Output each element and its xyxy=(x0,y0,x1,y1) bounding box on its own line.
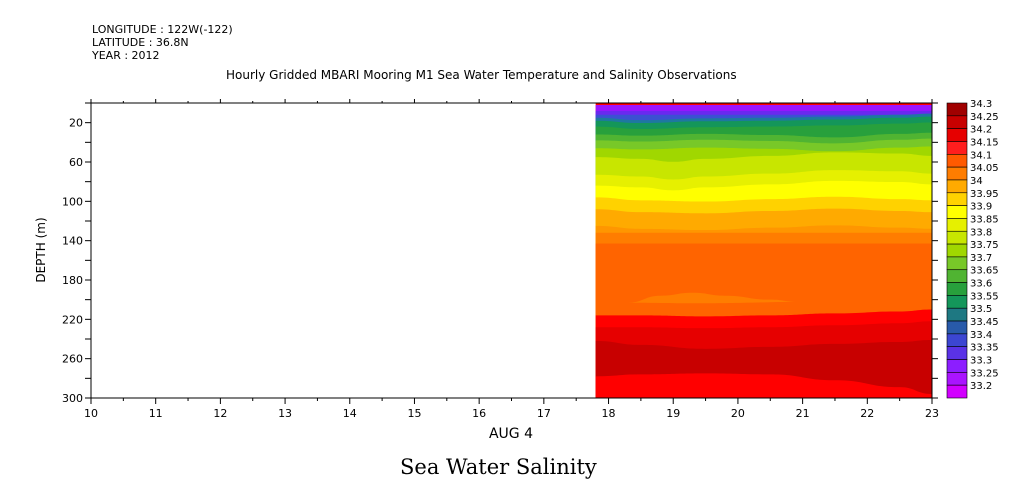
colorbar-cell xyxy=(946,179,968,194)
colorbar-label: 33.95 xyxy=(970,189,999,200)
colorbar-label: 33.6 xyxy=(970,279,992,290)
colorbar-cell xyxy=(946,307,968,322)
colorbar-label: 33.75 xyxy=(970,240,999,251)
colorbar-cell xyxy=(946,282,968,296)
colorbar-label: 33.5 xyxy=(970,304,992,315)
header-block: LONGITUDE : 122W(-122) LATITUDE : 36.8N … xyxy=(92,23,233,62)
colorbar-cell xyxy=(946,141,968,155)
salinity-band xyxy=(595,373,932,398)
colorbar-label: 34.3 xyxy=(970,99,992,110)
colorbar-cell xyxy=(946,346,968,360)
x-tick-label: 23 xyxy=(925,407,939,420)
colorbar-cell xyxy=(946,372,968,386)
colorbar-label: 33.2 xyxy=(970,381,992,392)
colorbar-label: 33.25 xyxy=(970,368,999,379)
colorbar-label: 33.85 xyxy=(970,214,999,225)
y-tick-label: 300 xyxy=(62,392,83,405)
longitude-label: LONGITUDE : 122W(-122) xyxy=(92,23,233,36)
salinity-lens xyxy=(627,292,797,304)
colorbar-cell xyxy=(946,320,968,335)
x-axis-label: AUG 4 xyxy=(489,426,533,442)
colorbar-cell xyxy=(946,359,968,373)
colorbar-label: 34.05 xyxy=(970,163,999,174)
colorbar-label: 33.8 xyxy=(970,227,992,238)
colorbar-cell xyxy=(946,333,968,347)
bottom-title: Sea Water Salinity xyxy=(400,455,597,479)
y-axis-label: DEPTH (m) xyxy=(34,217,48,282)
chart-title: Hourly Gridded MBARI Mooring M1 Sea Wate… xyxy=(226,68,737,82)
colorbar-cell xyxy=(946,384,968,399)
x-tick-label: 21 xyxy=(796,407,810,420)
x-tick-label: 22 xyxy=(860,407,874,420)
colorbar-cell xyxy=(946,166,968,181)
x-tick-label: 11 xyxy=(149,407,163,420)
colorbar-cell xyxy=(946,205,968,219)
colorbar-label: 33.65 xyxy=(970,266,999,277)
x-tick-label: 10 xyxy=(84,407,98,420)
colorbar-cell xyxy=(946,269,968,283)
year-label: YEAR : 2012 xyxy=(92,49,160,62)
y-tick-label: 220 xyxy=(62,313,83,326)
colorbar-label: 34.1 xyxy=(970,150,992,161)
latitude-label: LATITUDE : 36.8N xyxy=(92,36,189,49)
x-tick-label: 13 xyxy=(278,407,292,420)
colorbar-cell xyxy=(946,243,968,258)
y-tick-label: 260 xyxy=(62,353,83,366)
colorbar-label: 34.25 xyxy=(970,112,999,123)
colorbar: 34.334.2534.234.1534.134.053433.9533.933… xyxy=(946,99,999,399)
x-tick-label: 18 xyxy=(602,407,616,420)
colorbar-cell xyxy=(946,115,968,129)
colorbar-label: 33.45 xyxy=(970,317,999,328)
x-tick-label: 19 xyxy=(666,407,680,420)
colorbar-label: 33.55 xyxy=(970,291,999,302)
colorbar-label: 34 xyxy=(970,176,983,187)
colorbar-cell xyxy=(946,154,968,168)
x-tick-label: 12 xyxy=(213,407,227,420)
y-tick-label: 140 xyxy=(62,235,83,248)
colorbar-label: 33.4 xyxy=(970,330,992,341)
y-tick-label: 20 xyxy=(69,117,83,130)
y-tick-label: 180 xyxy=(62,274,83,287)
colorbar-label: 33.3 xyxy=(970,356,992,367)
colorbar-cell xyxy=(946,230,968,245)
colorbar-cell xyxy=(946,102,968,117)
x-tick-label: 14 xyxy=(343,407,357,420)
colorbar-label: 34.2 xyxy=(970,125,992,136)
x-tick-label: 15 xyxy=(407,407,421,420)
colorbar-label: 33.35 xyxy=(970,343,999,354)
colorbar-cell xyxy=(946,218,968,232)
colorbar-cell xyxy=(946,295,968,309)
colorbar-label: 33.9 xyxy=(970,202,992,213)
x-tick-label: 20 xyxy=(731,407,745,420)
colorbar-label: 33.7 xyxy=(970,253,992,264)
salinity-field xyxy=(595,103,932,398)
y-tick-label: 100 xyxy=(62,195,83,208)
colorbar-cell xyxy=(946,128,968,142)
plot-axes: 10 11 12 13 14 15 16 17 18 19 20 21 22 23 20 60 100 140 18… xyxy=(34,99,939,442)
x-tick-label: 16 xyxy=(472,407,486,420)
x-tick-label: 17 xyxy=(537,407,551,420)
colorbar-cell xyxy=(946,256,968,271)
colorbar-label: 34.15 xyxy=(970,137,999,148)
y-tick-label: 60 xyxy=(69,156,83,169)
colorbar-cell xyxy=(946,192,968,206)
